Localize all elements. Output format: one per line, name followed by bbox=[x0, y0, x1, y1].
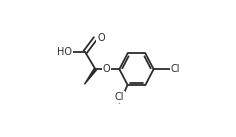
Text: Cl: Cl bbox=[171, 64, 180, 74]
Text: O: O bbox=[97, 33, 105, 43]
Polygon shape bbox=[84, 68, 97, 84]
Text: O: O bbox=[103, 64, 110, 74]
Text: HO: HO bbox=[57, 47, 72, 57]
Text: Cl: Cl bbox=[115, 92, 124, 102]
